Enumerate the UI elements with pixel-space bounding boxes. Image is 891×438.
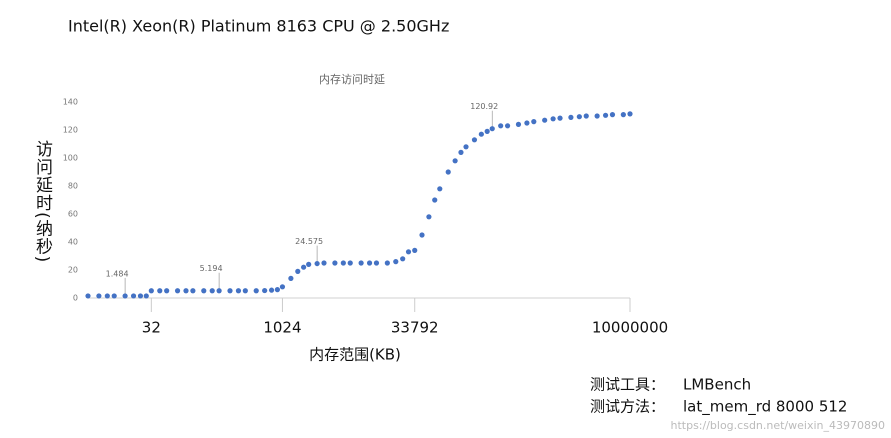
data-point [478, 131, 484, 137]
data-point [366, 260, 373, 266]
data-point [96, 293, 102, 299]
footer-label: 测试方法： [590, 398, 665, 416]
data-point [164, 288, 170, 294]
watermark: https://blog.csdn.net/weixin_43970890 [670, 419, 885, 432]
data-point [274, 287, 280, 293]
data-point [227, 288, 233, 294]
y-tick-label: 140 [63, 98, 78, 107]
data-point [412, 247, 418, 253]
x-tick-label: 10000000 [592, 319, 668, 337]
data-point [332, 260, 338, 266]
y-axis-label: 访问延时(纳秒) [32, 140, 52, 264]
data-point [148, 288, 154, 294]
data-point [602, 112, 609, 118]
y-tick-label: 120 [63, 126, 78, 135]
data-point [426, 214, 432, 220]
data-point [340, 260, 346, 266]
y-tick-label: 100 [63, 154, 78, 163]
data-point [174, 288, 181, 294]
annotation: 24.575 [295, 237, 323, 246]
chart-subtitle: 内存访问时延 [319, 72, 385, 86]
annotation: 5.194 [200, 264, 223, 273]
data-point [504, 123, 511, 129]
data-point [122, 293, 128, 299]
data-point [458, 149, 464, 155]
data-point [405, 249, 412, 255]
data-point [432, 197, 438, 203]
data-point [531, 119, 537, 125]
data-point [463, 144, 469, 150]
data-point [262, 287, 268, 294]
x-axis-label: 内存范围(KB) [309, 346, 401, 364]
data-point [301, 264, 307, 270]
data-point [557, 115, 563, 121]
data-point [484, 128, 490, 134]
data-point [594, 113, 600, 119]
annotation: 120.92 [470, 102, 498, 111]
data-point [143, 293, 149, 299]
footer-label: 测试工具： [590, 376, 665, 394]
data-point [384, 260, 390, 266]
data-point [242, 288, 248, 294]
data-point [393, 259, 399, 265]
data-point [288, 275, 294, 281]
data-point [235, 288, 242, 294]
data-point [216, 288, 222, 294]
footer-text: lat_mem_rd 8000 512 [683, 398, 847, 417]
data-point [373, 260, 380, 266]
data-point [130, 293, 137, 299]
data-point [542, 117, 548, 123]
data-point [524, 120, 530, 126]
y-tick-label: 0 [73, 294, 78, 303]
data-point [137, 293, 144, 299]
data-point [111, 293, 117, 299]
data-point [279, 284, 286, 290]
data-point [419, 232, 425, 238]
data-point [489, 126, 495, 132]
data-point [550, 116, 556, 122]
x-tick-label: 1024 [263, 319, 301, 337]
data-point [627, 111, 633, 117]
data-point [576, 114, 582, 120]
data-point [253, 288, 259, 294]
data-point [85, 293, 91, 299]
data-point [437, 186, 443, 192]
data-point [183, 288, 189, 294]
footer-text: LMBench [683, 376, 751, 394]
data-point [400, 256, 406, 262]
data-point [347, 260, 353, 266]
data-point [268, 287, 275, 293]
y-tick-label: 80 [68, 182, 78, 191]
data-point [321, 260, 327, 266]
y-tick-label: 40 [68, 238, 78, 247]
data-point [104, 293, 110, 299]
chart-title: Intel(R) Xeon(R) Platinum 8163 CPU @ 2.5… [68, 17, 449, 36]
y-tick-label: 60 [68, 210, 78, 219]
annotation: 1.484 [106, 269, 129, 278]
data-point [190, 288, 196, 294]
data-point [201, 288, 207, 294]
data-point [498, 123, 504, 129]
x-tick-label: 32 [142, 319, 161, 337]
data-point [209, 288, 215, 294]
y-tick-label: 20 [68, 266, 78, 275]
data-point [306, 261, 312, 267]
data-point [314, 260, 320, 267]
data-point [515, 121, 522, 127]
x-tick-label: 33792 [391, 319, 439, 337]
data-point [295, 268, 301, 274]
data-point [583, 113, 589, 119]
data-point [620, 112, 626, 118]
data-point [358, 260, 364, 266]
data-point [471, 137, 478, 143]
data-point [157, 288, 163, 294]
data-point [609, 112, 616, 118]
data-point [568, 114, 574, 120]
data-point [445, 169, 451, 175]
data-point [452, 158, 458, 164]
